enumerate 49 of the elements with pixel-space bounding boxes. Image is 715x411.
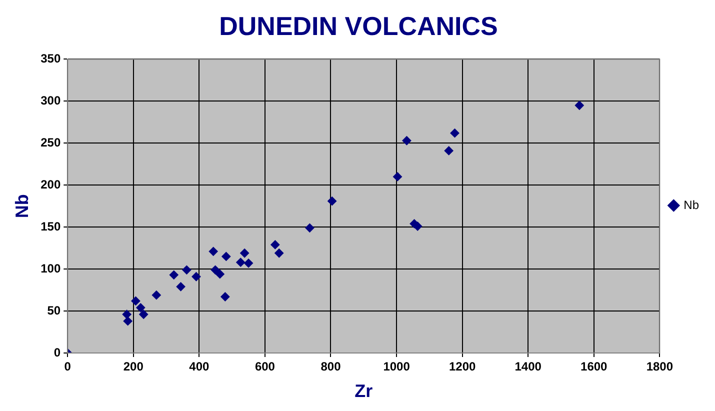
y-tick-label: 200	[40, 177, 61, 192]
x-tick-label: 800	[320, 360, 342, 374]
y-tick-label: 100	[40, 261, 61, 276]
point	[123, 316, 132, 326]
point	[182, 265, 192, 274]
x-tick-label: 1800	[646, 360, 674, 374]
point	[139, 310, 148, 319]
y-tick-label: 300	[40, 93, 61, 108]
y-axis-title: Nb	[12, 194, 32, 218]
point	[152, 290, 161, 300]
x-tick-label: 0	[64, 360, 72, 374]
point	[244, 258, 254, 268]
point	[444, 146, 454, 156]
x-tick-label: 600	[254, 360, 276, 374]
y-tick-label: 150	[40, 219, 61, 234]
y-tick-label: 350	[40, 52, 61, 66]
point	[240, 248, 250, 258]
point	[131, 296, 140, 306]
point	[574, 100, 584, 110]
point	[215, 270, 224, 279]
point	[402, 136, 412, 146]
point	[305, 223, 314, 232]
point	[122, 310, 132, 319]
point	[236, 258, 246, 267]
point	[210, 265, 220, 274]
point	[274, 248, 284, 258]
point	[192, 272, 201, 282]
y-tick-label: 50	[47, 303, 61, 318]
y-tick-label: 0	[54, 345, 61, 360]
x-tick-label: 1400	[514, 360, 542, 374]
chart-title: DUNEDIN VOLCANICS	[219, 10, 498, 41]
point	[270, 240, 280, 250]
point	[208, 246, 218, 256]
y-tick-label: 250	[40, 135, 61, 150]
point	[220, 292, 230, 302]
point	[169, 270, 178, 280]
x-axis-title: Zr	[354, 381, 373, 402]
x-tick-label: 400	[189, 360, 210, 374]
point	[393, 172, 402, 182]
x-tick-label: 1200	[448, 360, 476, 374]
point	[136, 303, 146, 312]
point	[328, 196, 337, 206]
x-tick-label: 1600	[580, 360, 608, 374]
point	[176, 282, 186, 292]
point	[222, 252, 231, 261]
x-tick-label: 200	[123, 360, 144, 374]
legend-label: Nb	[684, 198, 700, 212]
point	[450, 128, 460, 138]
x-tick-label: 1000	[383, 360, 410, 374]
